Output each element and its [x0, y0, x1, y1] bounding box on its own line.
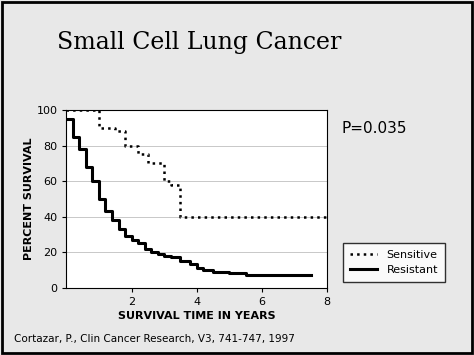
Y-axis label: PERCENT SURVIVAL: PERCENT SURVIVAL	[24, 137, 34, 260]
Legend: Sensitive, Resistant: Sensitive, Resistant	[343, 243, 445, 282]
X-axis label: SURVIVAL TIME IN YEARS: SURVIVAL TIME IN YEARS	[118, 311, 275, 321]
Text: Cortazar, P., Clin Cancer Research, V3, 741-747, 1997: Cortazar, P., Clin Cancer Research, V3, …	[14, 334, 295, 344]
Text: Small Cell Lung Cancer: Small Cell Lung Cancer	[57, 31, 341, 54]
Text: P=0.035: P=0.035	[341, 121, 407, 136]
